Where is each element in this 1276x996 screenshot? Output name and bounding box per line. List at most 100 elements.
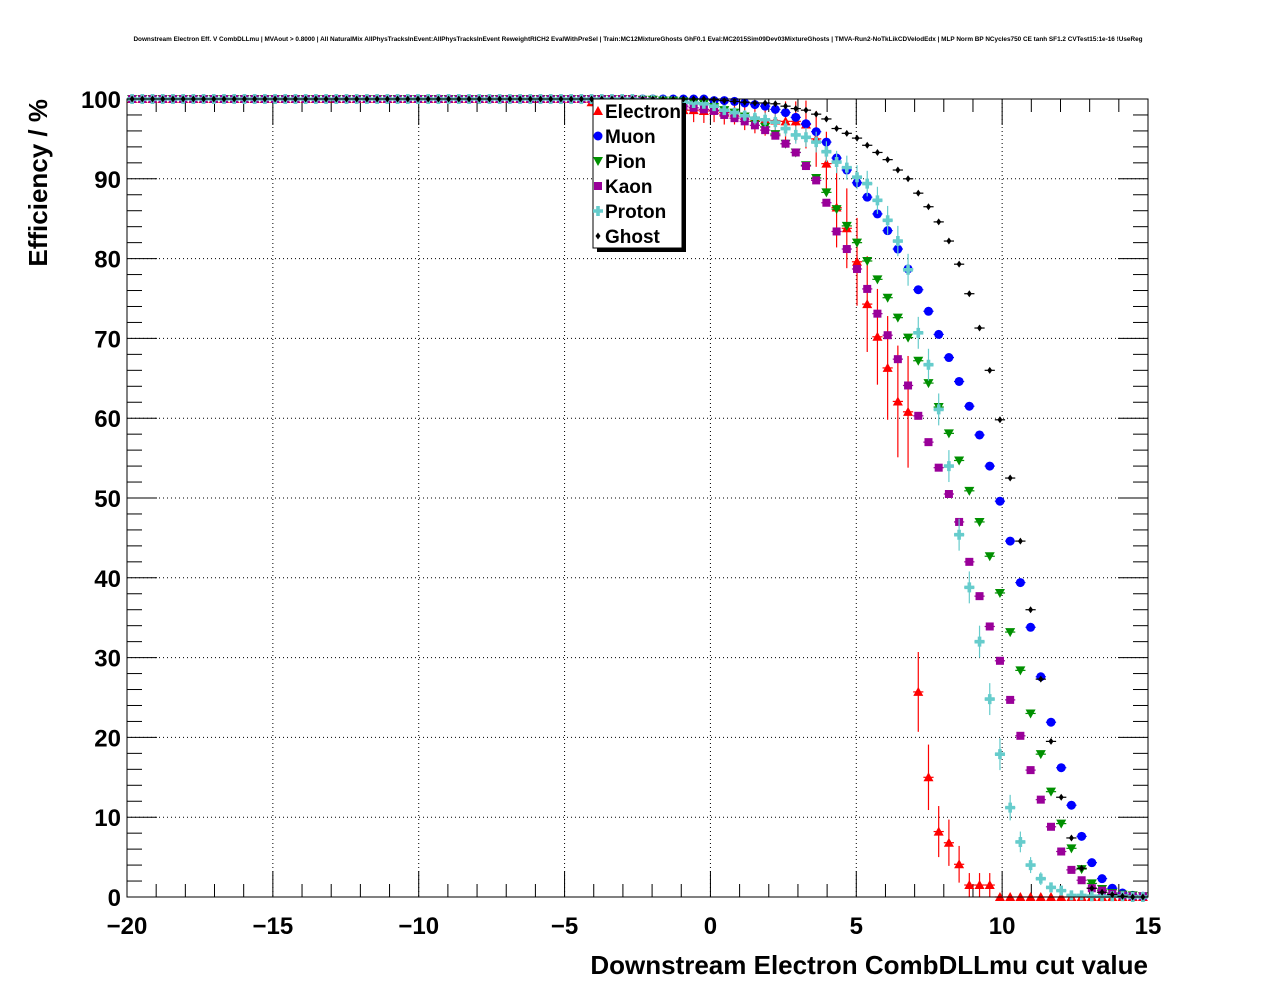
data-point-ghost <box>1099 888 1105 896</box>
data-point-ghost <box>936 218 942 226</box>
data-point-kaon <box>699 105 708 114</box>
data-point-pion <box>994 588 1005 598</box>
legend-label: Electron <box>605 102 681 123</box>
data-point-ghost <box>813 110 819 118</box>
x-tick-label: −5 <box>551 913 578 940</box>
data-point-kaon <box>791 148 800 157</box>
data-point-proton <box>903 264 914 275</box>
data-point-ghost <box>742 98 748 106</box>
data-point-proton <box>1015 836 1026 847</box>
data-point-pion <box>1005 628 1016 638</box>
data-point-proton <box>1097 891 1108 902</box>
data-point-muon <box>944 353 954 363</box>
data-point-ghost <box>864 141 870 149</box>
data-point-proton <box>954 529 965 540</box>
data-point-kaon <box>781 139 790 148</box>
data-point-kaon <box>914 411 923 420</box>
data-point-proton <box>811 137 822 148</box>
y-tick-label: 90 <box>94 167 121 194</box>
data-point-pion <box>862 256 873 266</box>
data-point-kaon <box>883 331 892 340</box>
data-point-electron <box>892 396 903 406</box>
data-point-electron <box>974 880 985 890</box>
data-point-ghost <box>1079 864 1085 872</box>
data-point-electron <box>872 331 883 341</box>
data-point-kaon <box>832 227 841 236</box>
data-point-kaon <box>1077 876 1086 885</box>
data-point-pion <box>1086 879 1097 889</box>
data-point-electron <box>852 256 863 266</box>
legend-marker-ghost <box>595 232 601 240</box>
data-point-ghost <box>946 237 952 245</box>
data-point-muon <box>791 112 801 122</box>
data-point-pion <box>1046 787 1057 797</box>
data-point-ghost <box>895 166 901 174</box>
data-point-muon <box>995 496 1005 506</box>
data-point-proton <box>923 359 934 370</box>
data-point-kaon <box>934 463 943 472</box>
data-point-proton <box>892 236 903 247</box>
data-point-proton <box>882 215 893 226</box>
data-point-pion <box>841 221 852 231</box>
data-point-pion <box>882 293 893 303</box>
data-point-kaon <box>730 114 739 123</box>
legend-label: Muon <box>605 127 656 148</box>
data-point-pion <box>852 238 863 248</box>
data-point-kaon <box>812 176 821 185</box>
legend-marker-electron <box>593 106 603 115</box>
data-point-pion <box>831 205 842 215</box>
y-tick-label: 10 <box>94 805 121 832</box>
legend-marker-muon <box>593 131 603 141</box>
data-point-proton <box>1035 873 1046 884</box>
data-point-ghost <box>844 129 850 137</box>
data-point-ghost <box>966 290 972 298</box>
data-point-ghost <box>1048 737 1054 745</box>
data-point-muon <box>770 104 780 114</box>
data-point-muon <box>1056 763 1066 773</box>
data-point-proton <box>709 101 720 112</box>
data-point-ghost <box>977 324 983 332</box>
data-point-proton <box>872 195 883 206</box>
data-point-electron <box>923 772 934 782</box>
data-point-pion <box>903 333 914 343</box>
data-point-electron <box>821 158 832 168</box>
data-point-muon <box>975 430 985 440</box>
data-point-proton <box>831 157 842 168</box>
data-point-muon <box>1026 622 1036 632</box>
data-point-ghost <box>711 96 717 104</box>
data-point-proton <box>974 636 985 647</box>
y-tick-label: 20 <box>94 725 121 752</box>
data-point-electron <box>903 406 914 416</box>
data-point-kaon <box>965 557 974 566</box>
data-point-electron <box>913 686 924 696</box>
data-point-muon <box>1005 536 1015 546</box>
data-point-ghost <box>731 97 737 105</box>
data-point-pion <box>872 275 883 285</box>
data-point-electron <box>882 362 893 372</box>
data-point-electron <box>933 826 944 836</box>
data-point-ghost <box>762 99 768 107</box>
data-point-pion <box>984 552 995 562</box>
data-point-ghost <box>874 148 880 156</box>
data-point-electron <box>964 880 975 890</box>
legend-entry-electron: Electron <box>593 102 681 123</box>
data-point-pion <box>1035 750 1046 760</box>
data-point-proton <box>760 114 771 125</box>
data-point-muon <box>964 401 974 411</box>
legend-entry-muon: Muon <box>593 127 656 148</box>
legend-entry-ghost: Ghost <box>595 227 661 248</box>
x-tick-label: −15 <box>252 913 293 940</box>
data-point-proton <box>994 749 1005 760</box>
data-point-ghost <box>905 175 911 183</box>
data-point-proton <box>790 129 801 140</box>
data-point-kaon <box>975 592 984 601</box>
data-point-pion <box>892 313 903 323</box>
data-point-proton <box>1066 890 1077 901</box>
data-point-pion <box>821 188 832 198</box>
data-point-ghost <box>1028 606 1034 614</box>
data-point-kaon <box>1016 731 1025 740</box>
data-point-ghost <box>1089 884 1095 892</box>
data-point-electron <box>943 837 954 847</box>
y-tick-label: 60 <box>94 406 121 433</box>
